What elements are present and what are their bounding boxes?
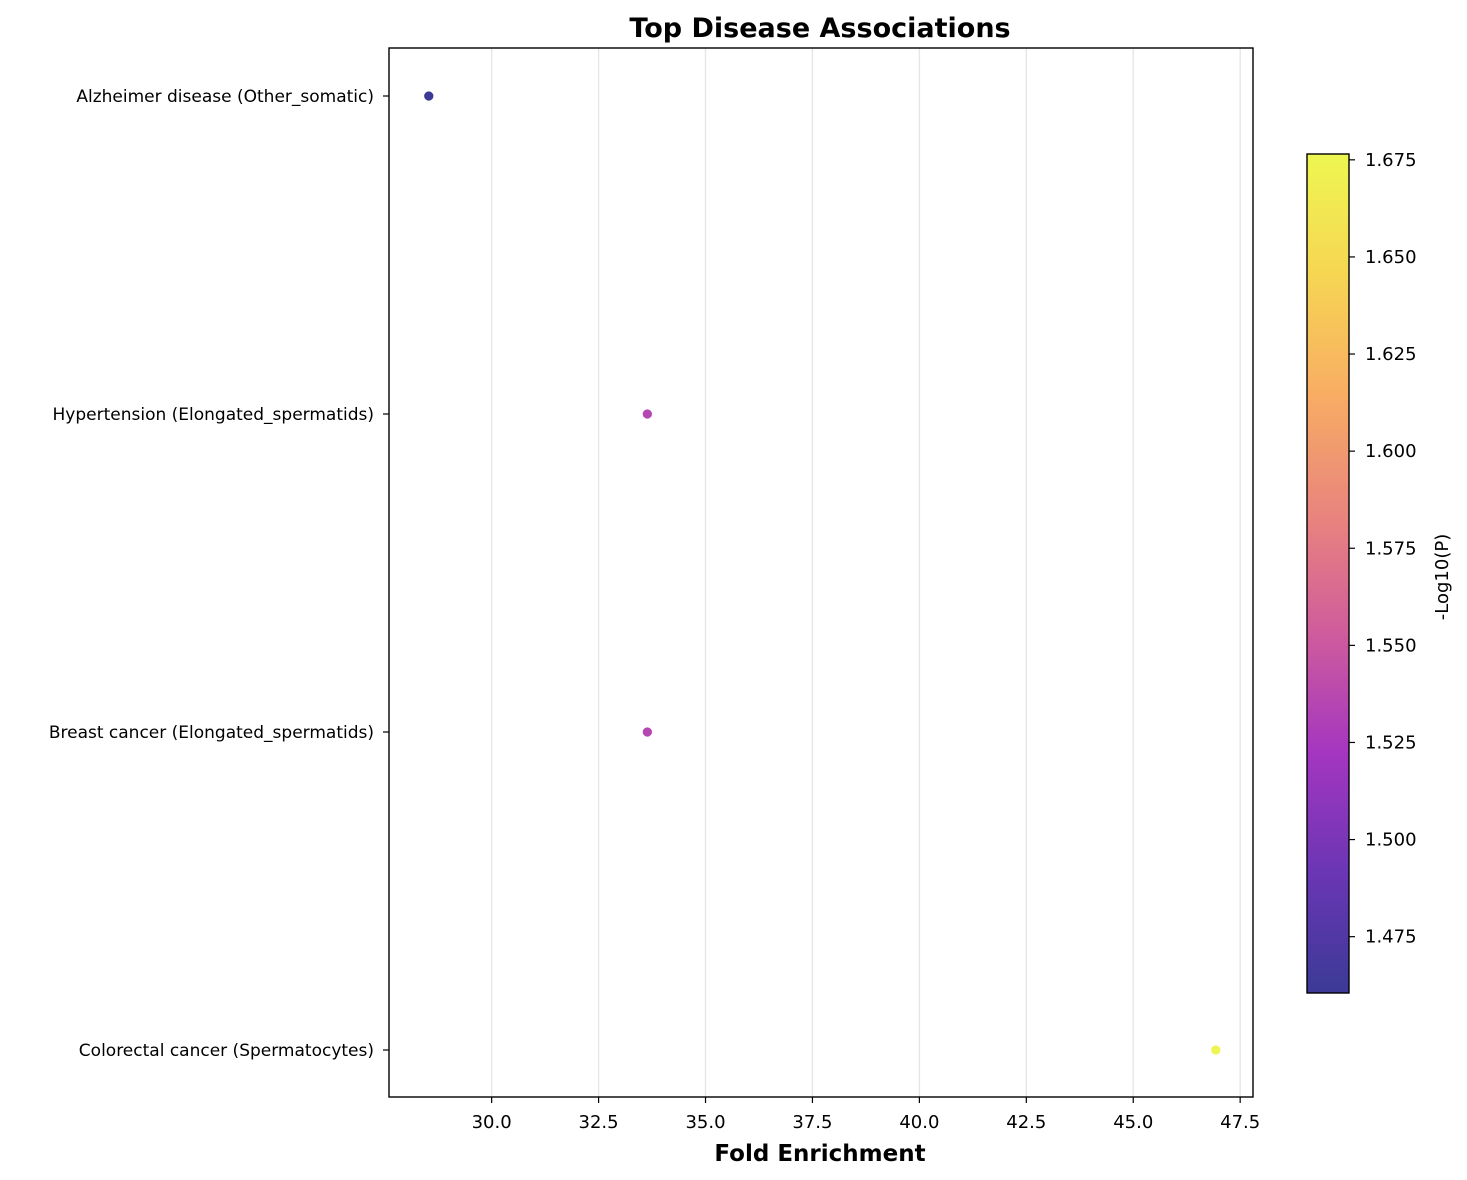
plot-frame [388,47,1254,1098]
y-tick-label: Hypertension (Elongated_spermatids) [53,405,374,425]
x-tick-label: 45.0 [1113,1112,1153,1133]
colorbar-tick-label: 1.575 [1365,538,1417,559]
x-tick-label: 30.0 [472,1112,512,1133]
x-tick-label: 35.0 [685,1112,725,1133]
data-point [641,726,654,738]
chart-title: Top Disease Associations [629,13,1010,44]
y-tick-label: Breast cancer (Elongated_spermatids) [49,723,374,743]
data-points [423,90,1222,1056]
colorbar [1307,154,1349,993]
y-tick-label: Colorectal cancer (Spermatocytes) [79,1041,374,1061]
x-tick-label: 37.5 [792,1112,832,1133]
colorbar-tick-label: 1.650 [1365,247,1417,268]
colorbar-label: -Log10(P) [1432,534,1453,620]
colorbar-tick-label: 1.675 [1365,150,1417,171]
x-tick-label: 40.0 [899,1112,939,1133]
colorbar-tick-label: 1.625 [1365,344,1417,365]
x-axis-label: Fold Enrichment [714,1141,925,1167]
y-axis-ticks: Alzheimer disease (Other_somatic) Hyperte… [49,87,389,1061]
x-tick-label: 32.5 [579,1112,619,1133]
data-point [1210,1044,1222,1056]
x-tick-label: 42.5 [1006,1112,1046,1133]
x-axis-ticks: 30.0 32.5 35.0 37.5 40.0 42.5 45.0 47.5 [472,1097,1260,1133]
grid-lines [490,48,1241,1097]
y-tick-label: Alzheimer disease (Other_somatic) [76,87,374,107]
colorbar-tick-label: 1.550 [1365,635,1417,656]
colorbar-tick-label: 1.500 [1365,830,1417,851]
colorbar-frame [1306,153,1350,994]
colorbar-tick-label: 1.600 [1365,441,1417,462]
colorbar-ticks: 1.475 1.500 1.525 1.550 1.575 1.600 1.625 1.650… [1349,150,1417,948]
x-tick-label: 47.5 [1220,1112,1260,1133]
colorbar-tick-label: 1.525 [1365,732,1417,753]
data-point [641,408,654,420]
colorbar-tick-label: 1.475 [1365,927,1417,948]
data-point [423,90,435,102]
